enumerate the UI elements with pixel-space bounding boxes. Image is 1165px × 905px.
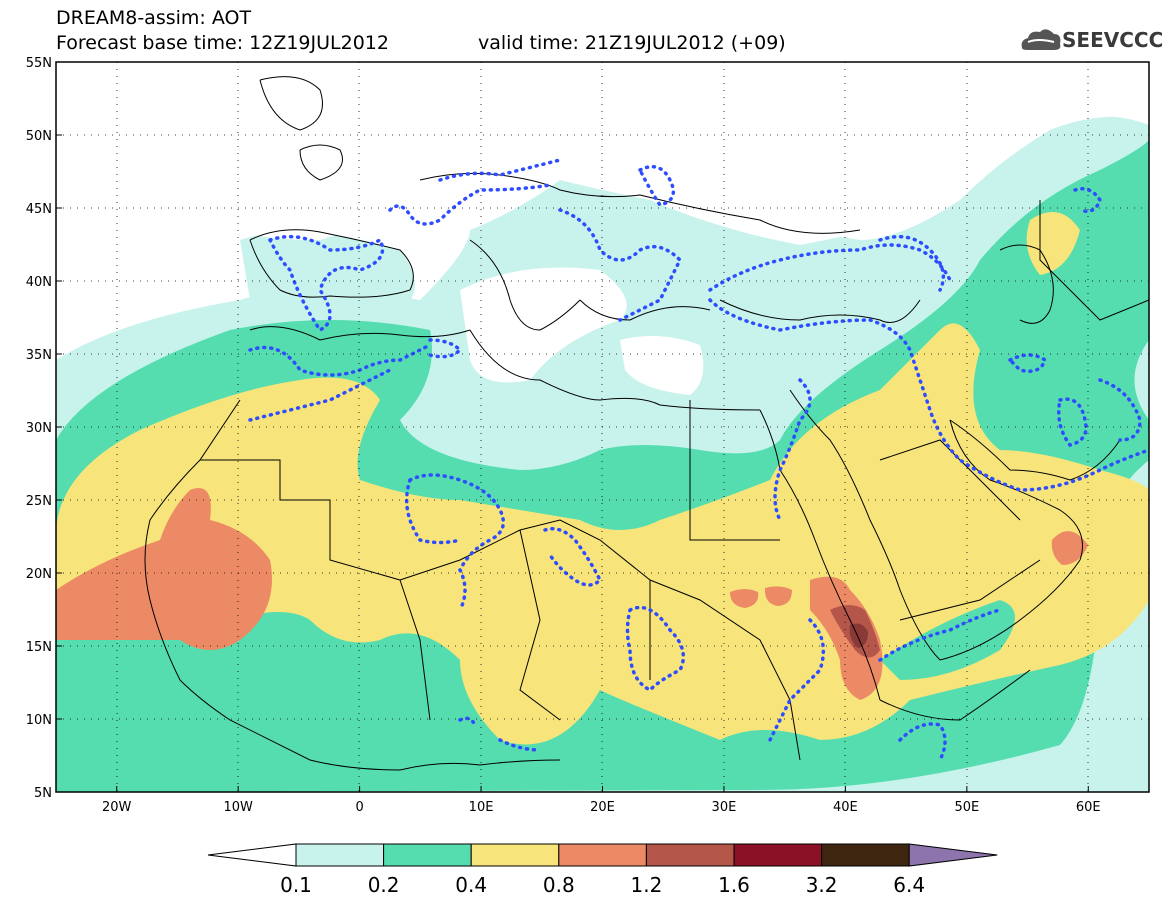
lon-tick-label: 10W (223, 800, 253, 815)
colorbar-swatch (558, 843, 647, 867)
lon-tick-label: 30E (712, 800, 737, 815)
lat-tick-label: 30N (26, 421, 52, 436)
longitude-ticks: 20W 10W 0 10E 20E 30E 40E 50E 60E (102, 786, 1101, 815)
colorbar-label: 0.2 (368, 873, 400, 897)
colorbar-swatch (645, 843, 735, 867)
lat-tick-label: 45N (26, 202, 52, 217)
dotted-contours (248, 158, 1149, 762)
grid-lines (56, 62, 1149, 792)
lon-tick-label: 60E (1076, 800, 1101, 815)
lat-tick-label: 50N (26, 129, 52, 144)
lon-tick-label: 40E (833, 800, 858, 815)
valid-time: valid time: 21Z19JUL2012 (+09) (478, 32, 786, 54)
lat-tick-label: 10N (26, 713, 52, 728)
field-layers (56, 62, 1149, 792)
forecast-base-time: Forecast base time: 12Z19JUL2012 (56, 32, 389, 54)
lon-tick-label: 50E (954, 800, 979, 815)
title-line-1: DREAM8-assim: AOT (56, 7, 252, 29)
lon-tick-label: 0 (355, 800, 363, 815)
aot-level-0.8 (56, 488, 272, 650)
colorbar-swatch (295, 843, 385, 867)
colorbar-label: 0.8 (543, 873, 575, 897)
colorbar: 0.1 0.2 0.4 0.8 1.2 1.6 3.2 6.4 (207, 843, 998, 897)
logo-text: SEEVCCC (1062, 28, 1164, 52)
colorbar-label: 1.2 (630, 873, 662, 897)
colorbar-over-arrow (908, 843, 998, 867)
lon-tick-label: 20E (590, 800, 615, 815)
colorbar-under-arrow (207, 843, 297, 867)
lat-tick-label: 25N (26, 494, 52, 509)
colorbar-label: 0.1 (280, 873, 312, 897)
colorbar-label: 0.4 (455, 873, 487, 897)
colorbar-label: 3.2 (806, 873, 838, 897)
lat-tick-label: 40N (26, 275, 52, 290)
latitude-ticks: 55N 50N 45N 40N 35N 30N 25N 20N 15N 10N 5N (26, 56, 62, 801)
lat-tick-label: 35N (26, 348, 52, 363)
coastlines (144, 76, 1149, 771)
colorbar-swatch (821, 843, 910, 867)
colorbar-label: 1.6 (718, 873, 750, 897)
lon-tick-label: 10E (469, 800, 494, 815)
lat-tick-label: 15N (26, 640, 52, 655)
colorbar-swatch (383, 843, 472, 867)
colorbar-label: 6.4 (893, 873, 925, 897)
lat-tick-label: 55N (26, 56, 52, 71)
cloud-logo-icon (1021, 29, 1061, 50)
lon-tick-label: 20W (102, 800, 132, 815)
colorbar-swatch (470, 843, 560, 867)
lat-tick-label: 5N (34, 786, 52, 801)
colorbar-swatch (733, 843, 823, 867)
lat-tick-label: 20N (26, 567, 52, 582)
